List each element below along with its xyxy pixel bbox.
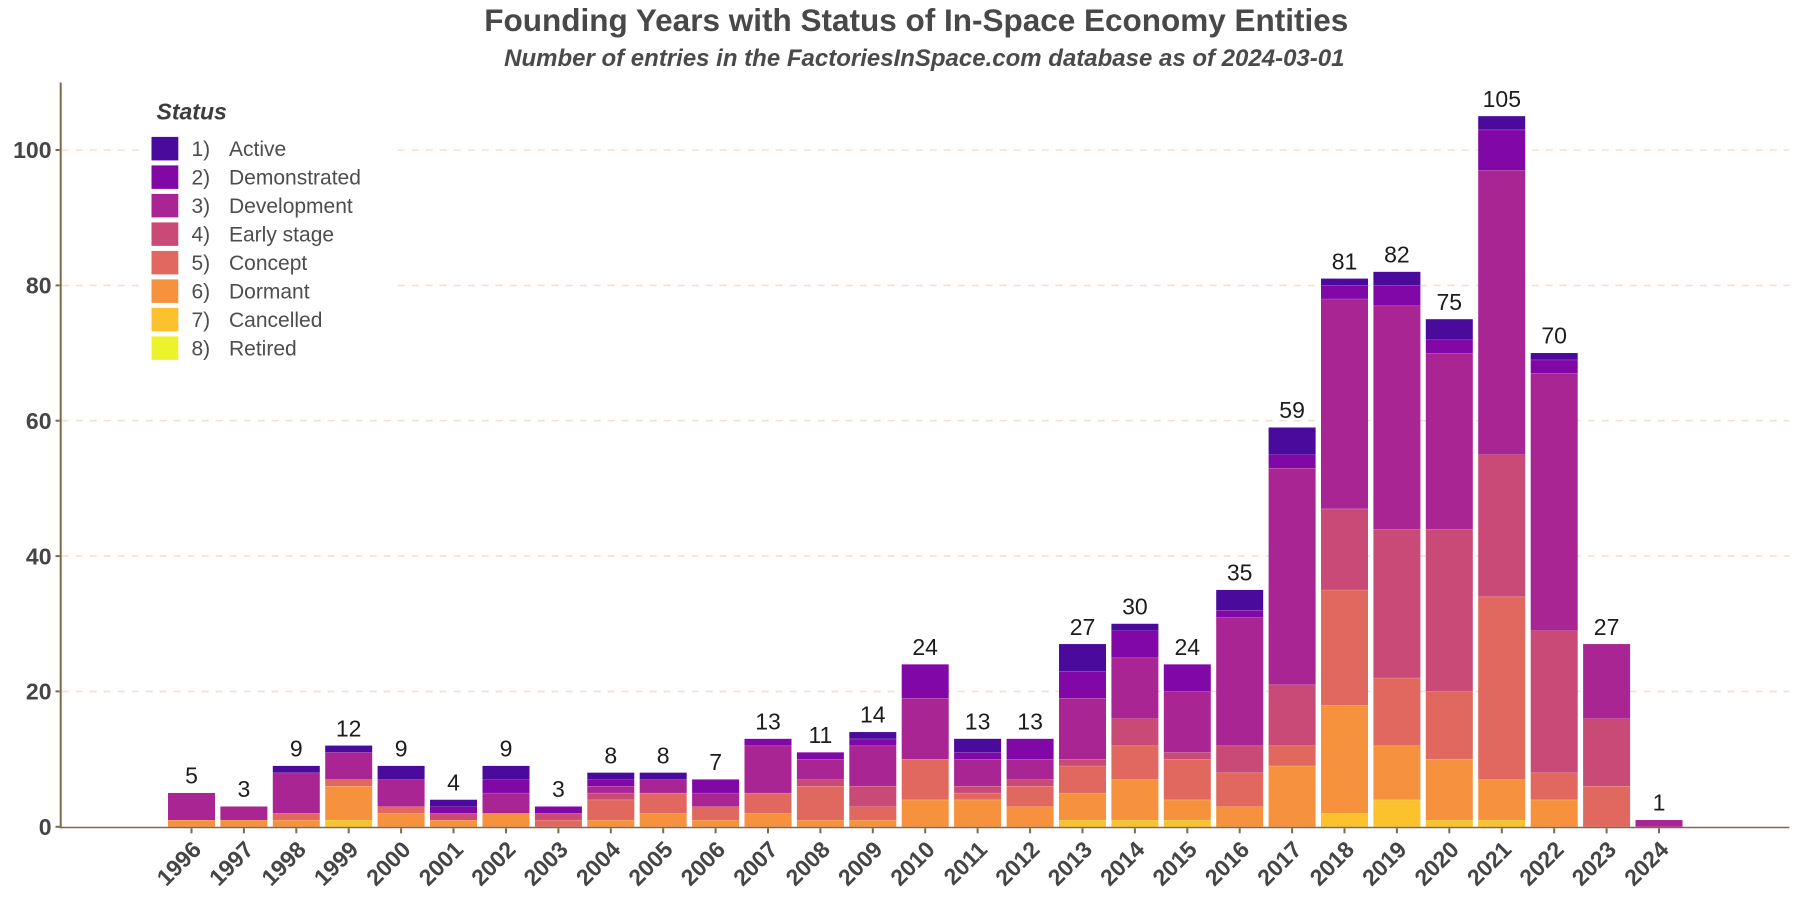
- svg-text:13: 13: [1017, 709, 1043, 735]
- svg-text:Early stage: Early stage: [229, 224, 334, 247]
- svg-text:4: 4: [447, 769, 460, 795]
- svg-text:30: 30: [1122, 594, 1148, 620]
- svg-text:3: 3: [238, 776, 251, 802]
- svg-text:Dormant: Dormant: [229, 280, 310, 303]
- svg-text:14: 14: [860, 702, 886, 728]
- svg-text:27: 27: [1594, 614, 1620, 640]
- svg-text:2): 2): [192, 167, 211, 190]
- svg-text:13: 13: [755, 709, 781, 735]
- svg-text:35: 35: [1227, 560, 1253, 586]
- svg-text:105: 105: [1483, 86, 1521, 112]
- svg-text:24: 24: [912, 634, 938, 660]
- svg-text:9: 9: [290, 736, 303, 762]
- svg-text:60: 60: [26, 408, 52, 434]
- svg-text:100: 100: [13, 137, 51, 163]
- svg-text:80: 80: [26, 273, 52, 299]
- svg-text:8: 8: [604, 742, 617, 768]
- svg-text:59: 59: [1279, 397, 1305, 423]
- svg-text:1): 1): [192, 138, 211, 161]
- svg-text:13: 13: [965, 709, 991, 735]
- svg-text:Number of entries in the Facto: Number of entries in the FactoriesInSpac…: [504, 45, 1344, 72]
- svg-text:6): 6): [192, 280, 211, 303]
- svg-text:5): 5): [192, 252, 211, 275]
- svg-text:Founding Years with Status of: Founding Years with Status of In-Space E…: [484, 2, 1348, 38]
- svg-text:12: 12: [336, 715, 362, 741]
- svg-text:4): 4): [192, 224, 211, 247]
- svg-text:75: 75: [1437, 289, 1463, 315]
- svg-text:20: 20: [26, 679, 52, 705]
- svg-text:82: 82: [1384, 242, 1410, 268]
- svg-text:Retired: Retired: [229, 337, 297, 360]
- svg-text:3): 3): [192, 195, 211, 218]
- svg-text:3: 3: [552, 776, 565, 802]
- svg-text:70: 70: [1541, 323, 1567, 349]
- svg-text:9: 9: [395, 736, 408, 762]
- svg-text:27: 27: [1070, 614, 1096, 640]
- svg-text:8: 8: [657, 742, 670, 768]
- svg-text:7): 7): [192, 309, 211, 332]
- svg-text:7: 7: [709, 749, 722, 775]
- svg-text:24: 24: [1175, 634, 1201, 660]
- svg-text:11: 11: [808, 722, 832, 748]
- svg-text:81: 81: [1332, 248, 1358, 274]
- svg-text:1: 1: [1653, 790, 1666, 816]
- svg-text:0: 0: [39, 814, 52, 840]
- svg-text:8): 8): [192, 337, 211, 360]
- svg-text:9: 9: [500, 736, 513, 762]
- svg-text:Cancelled: Cancelled: [229, 309, 322, 332]
- svg-text:Active: Active: [229, 138, 286, 161]
- svg-text:Development: Development: [229, 195, 353, 218]
- svg-text:Status: Status: [157, 99, 227, 125]
- svg-text:40: 40: [26, 543, 52, 569]
- svg-text:Concept: Concept: [229, 252, 307, 275]
- svg-text:Demonstrated: Demonstrated: [229, 167, 361, 190]
- svg-text:5: 5: [185, 763, 198, 789]
